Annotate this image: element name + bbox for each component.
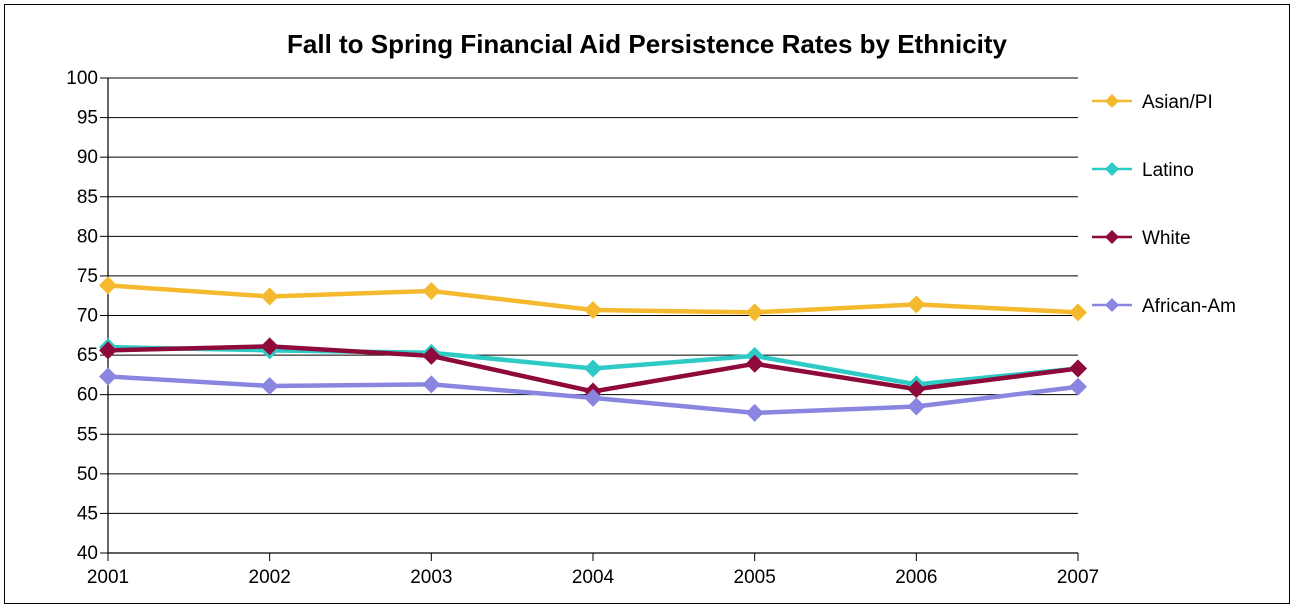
y-tick-label: 65 xyxy=(77,345,98,366)
y-tick-label: 45 xyxy=(77,503,98,524)
legend-item: Latino xyxy=(1092,160,1194,181)
legend: Asian/PI Latino White African-Am xyxy=(1092,92,1236,317)
y-tick-label: 75 xyxy=(77,266,98,287)
data-point xyxy=(99,276,117,295)
x-tick-label: 2002 xyxy=(249,567,291,588)
data-point xyxy=(1069,303,1087,322)
legend-marker xyxy=(1105,230,1119,244)
series-markers xyxy=(99,276,1087,422)
legend-marker xyxy=(1105,94,1119,108)
y-tick-label: 60 xyxy=(77,385,98,406)
data-point xyxy=(1069,377,1087,396)
data-point xyxy=(584,359,602,378)
y-tick-label: 50 xyxy=(77,464,98,485)
data-point xyxy=(260,287,279,306)
legend-item: Asian/PI xyxy=(1092,92,1213,113)
axes: 40 45 50 55 60 65 70 75 80 85 90 95 100 2001 2002 2003 2… xyxy=(66,68,1099,588)
data-point xyxy=(422,346,441,365)
chart-frame xyxy=(4,4,1290,604)
chart-title: Fall to Spring Financial Aid Persistence… xyxy=(287,29,1008,59)
data-point xyxy=(260,337,279,356)
x-tick-label: 2006 xyxy=(895,567,937,588)
x-tick-label: 2007 xyxy=(1057,567,1099,588)
data-point xyxy=(260,376,279,395)
legend-item: White xyxy=(1092,228,1191,249)
x-tick-label: 2005 xyxy=(734,567,776,588)
x-tick-label: 2001 xyxy=(87,567,129,588)
legend-label: White xyxy=(1142,228,1191,249)
y-tick-label: 95 xyxy=(77,108,98,129)
y-tick-label: 100 xyxy=(66,68,98,89)
legend-label: Latino xyxy=(1142,160,1194,181)
data-point xyxy=(1069,359,1087,378)
data-point xyxy=(907,295,926,314)
data-point xyxy=(907,380,926,399)
data-point xyxy=(907,397,926,416)
data-point xyxy=(745,403,764,422)
legend-label: Asian/PI xyxy=(1142,92,1213,113)
data-point xyxy=(422,375,441,394)
data-point xyxy=(745,303,764,322)
data-point xyxy=(745,354,764,373)
legend-label: African-Am xyxy=(1142,296,1236,317)
data-point xyxy=(99,367,117,386)
legend-item: African-Am xyxy=(1092,296,1236,317)
data-point xyxy=(584,388,602,407)
data-point xyxy=(584,300,602,319)
y-tick-label: 80 xyxy=(77,226,98,247)
data-point xyxy=(422,281,441,300)
legend-marker xyxy=(1105,162,1119,176)
legend-marker xyxy=(1105,298,1119,312)
y-tick-label: 90 xyxy=(77,147,98,168)
data-point xyxy=(99,341,117,360)
y-tick-label: 40 xyxy=(77,543,98,564)
x-tick-label: 2003 xyxy=(410,567,452,588)
y-tick-label: 70 xyxy=(77,306,98,327)
y-tick-label: 85 xyxy=(77,187,98,208)
x-tick-label: 2004 xyxy=(572,567,615,588)
y-tick-label: 55 xyxy=(77,424,98,445)
